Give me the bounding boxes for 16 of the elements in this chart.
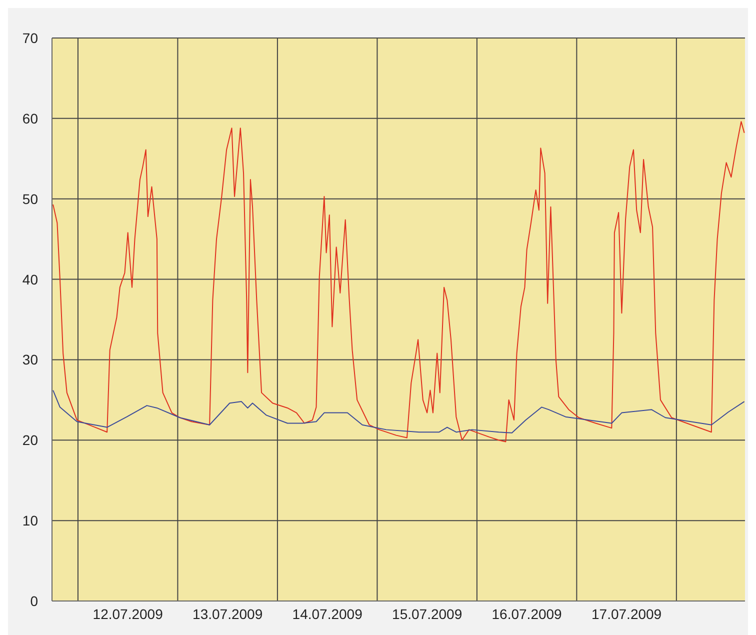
line-series [52, 390, 745, 434]
y-tick-label: 60 [22, 110, 38, 126]
x-tick-label: 16.07.2009 [492, 606, 562, 622]
x-tick-label: 13.07.2009 [192, 606, 263, 622]
y-tick-label: 0 [30, 592, 38, 609]
x-tick-label: 17.07.2009 [592, 606, 662, 622]
y-tick-label: 20 [22, 432, 38, 448]
x-tick-label: 12.07.2009 [92, 606, 164, 622]
y-tick-label: 70 [22, 30, 38, 46]
y-tick-label: 30 [22, 352, 38, 368]
y-tick-label: 10 [22, 512, 38, 529]
x-tick-label: 14.07.2009 [292, 606, 363, 622]
y-tick-label: 50 [22, 190, 38, 207]
y-tick-label: 40 [22, 271, 38, 288]
x-tick-label: 15.07.2009 [392, 606, 462, 622]
line-series [52, 121, 745, 442]
